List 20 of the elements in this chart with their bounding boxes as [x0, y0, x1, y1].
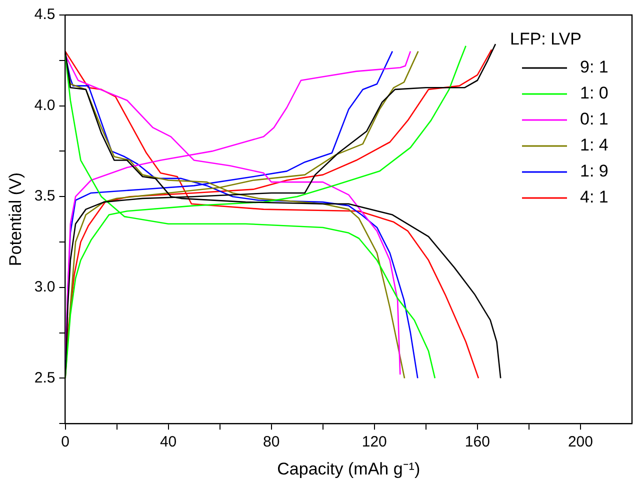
legend-title: LFP: LVP — [510, 30, 582, 49]
legend-label: 4: 1 — [580, 188, 608, 207]
legend-label: 1: 4 — [580, 136, 608, 155]
x-tick-label: 200 — [568, 434, 593, 451]
legend-label: 0: 1 — [580, 110, 608, 129]
x-axis-title: Capacity (mAh g⁻¹) — [277, 459, 420, 478]
x-tick-label: 160 — [464, 434, 490, 451]
x-tick-label: 80 — [263, 434, 280, 451]
y-tick-label: 3.0 — [34, 278, 56, 296]
x-tick-label: 0 — [61, 434, 70, 451]
x-tick-label: 120 — [362, 434, 387, 451]
y-tick-label: 4.0 — [34, 96, 56, 114]
y-axis-title: Potential (V) — [6, 172, 25, 266]
legend-label: 9: 1 — [580, 58, 608, 77]
legend-label: 1: 0 — [580, 84, 608, 103]
y-tick-label: 3.5 — [34, 188, 56, 205]
y-tick-label: 2.5 — [34, 369, 56, 386]
x-tick-label: 40 — [160, 434, 177, 451]
y-tick-label: 4.5 — [34, 6, 56, 24]
legend-label: 1: 9 — [580, 162, 608, 181]
